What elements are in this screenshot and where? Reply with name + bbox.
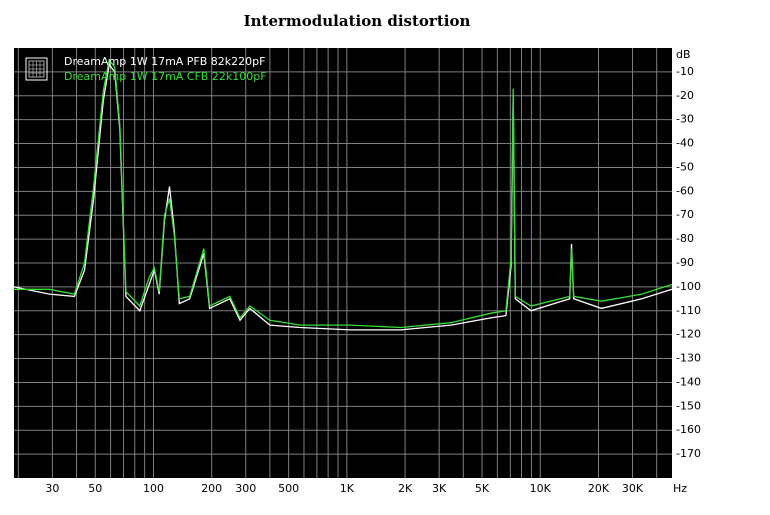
legend-entry: DreamAmp 1W 17mA CFB 22k100pF — [64, 70, 267, 83]
y-tick-label: -30 — [676, 113, 694, 126]
chart-title: Intermodulation distortion — [244, 12, 471, 30]
y-tick-label: -60 — [676, 184, 694, 197]
x-tick-label: 30 — [45, 482, 59, 495]
y-tick-label: -70 — [676, 208, 694, 221]
x-tick-label: 200 — [201, 482, 222, 495]
y-tick-label: -120 — [676, 328, 701, 341]
x-tick-label: 3K — [432, 482, 447, 495]
x-tick-label: 50 — [88, 482, 102, 495]
lines — [13, 58, 673, 331]
y-tick-label: -160 — [676, 423, 701, 436]
y-tick-label: -50 — [676, 160, 694, 173]
y-tick-label: -170 — [676, 447, 701, 460]
legend-entry: DreamAmp 1W 17mA PFB 82k220pF — [64, 55, 265, 68]
grid — [14, 48, 672, 478]
x-tick-label: 30K — [622, 482, 644, 495]
y-tick-label: -100 — [676, 280, 701, 293]
y-tick-label: -40 — [676, 137, 694, 150]
y-tick-label: -80 — [676, 232, 694, 245]
legend-icon — [25, 57, 48, 81]
y-tick-label: -130 — [676, 352, 701, 365]
series-line — [14, 58, 673, 329]
y-tick-label: -140 — [676, 375, 701, 388]
x-tick-label: 10K — [530, 482, 552, 495]
y-tick-label: -10 — [676, 65, 694, 78]
x-tick-label: 300 — [235, 482, 256, 495]
x-tick-label: 20K — [588, 482, 610, 495]
x-tick-label: 1K — [340, 482, 355, 495]
y-tick-label: -110 — [676, 304, 701, 317]
y-tick-label: -150 — [676, 399, 701, 412]
x-tick-label: 500 — [278, 482, 299, 495]
x-tick-label: 100 — [143, 482, 164, 495]
x-tick-label: 2K — [398, 482, 413, 495]
y-tick-label: -90 — [676, 256, 694, 269]
series-line — [13, 63, 673, 331]
y-axis-label: dB — [676, 48, 691, 61]
x-axis-label: Hz — [673, 482, 687, 495]
x-tick-label: 5K — [475, 482, 490, 495]
y-tick-label: -20 — [676, 89, 694, 102]
